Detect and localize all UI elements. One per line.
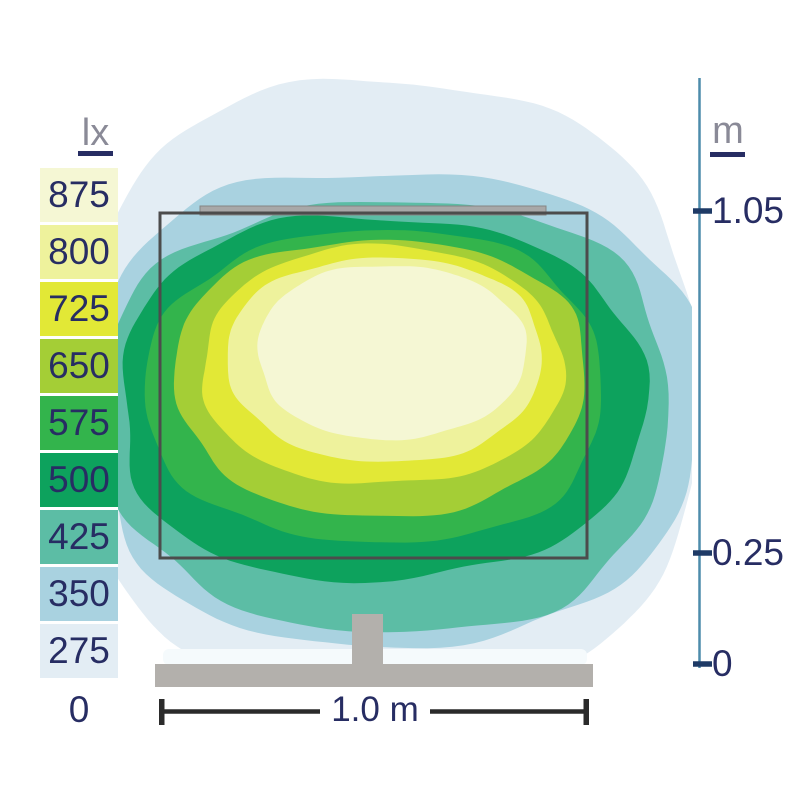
legend-swatch-275lx: 275 [40, 624, 118, 678]
legend-swatch-label: 800 [48, 231, 110, 272]
legend-swatch-label: 425 [48, 516, 110, 557]
stand-base [155, 664, 593, 687]
legend-unit-label: lx [81, 112, 110, 154]
legend-swatch-label: 575 [48, 402, 110, 443]
scale-bar [159, 699, 589, 725]
measurement-plane-rectangle [158, 211, 589, 560]
y-axis-unit-label: m [712, 110, 744, 152]
legend-swatch-575lx: 575 [40, 396, 118, 450]
legend-unit-underline [78, 151, 113, 156]
y-axis-label-1.05: 1.05 [712, 190, 785, 231]
y-tick-1.05 [693, 208, 712, 214]
legend-swatch-label: 350 [48, 573, 110, 614]
legend-swatch-label: 275 [48, 630, 110, 671]
y-axis-label-0: 0 [712, 643, 733, 684]
legend-swatch-label: 500 [48, 459, 110, 500]
legend-swatch-label: 725 [48, 288, 110, 329]
legend-swatch-425lx: 425 [40, 510, 118, 564]
legend-swatch-875lx: 875 [40, 168, 118, 222]
contour-band-875lx [257, 266, 527, 441]
legend-swatch-label: 875 [48, 174, 110, 215]
y-tick-0.25 [693, 550, 712, 556]
luminaire-bar [199, 205, 547, 216]
stand-stem [352, 614, 383, 669]
y-tick-0 [693, 661, 712, 667]
legend-swatch-725lx: 725 [40, 282, 118, 336]
plot-overlays [155, 205, 593, 687]
y-axis-unit-underline [710, 152, 745, 157]
legend-swatch-650lx: 650 [40, 339, 118, 393]
scale-bar-label: 1.0 m [331, 690, 419, 729]
contour-bands [118, 78, 692, 686]
legend-swatches: 875 800 725 650 575 500 425 350 275 [40, 168, 118, 678]
legend-swatch-350lx: 350 [40, 567, 118, 621]
legend-swatch-label: 650 [48, 345, 110, 386]
y-axis-label-0.25: 0.25 [712, 532, 785, 573]
scale-bar-cap-left [159, 699, 165, 725]
legend-swatch-500lx: 500 [40, 453, 118, 507]
legend-swatch-800lx: 800 [40, 225, 118, 279]
scale-bar-cap-right [583, 699, 589, 725]
legend-zero-label: 0 [68, 689, 90, 730]
y-axis-ticks [693, 208, 712, 667]
